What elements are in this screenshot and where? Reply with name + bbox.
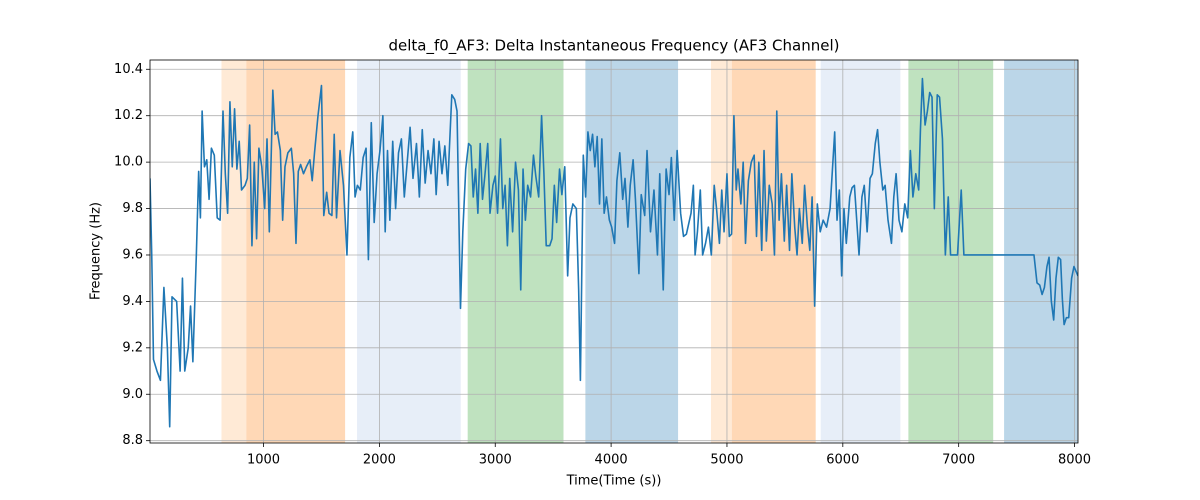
y-tick-label: 10.2 <box>114 108 143 123</box>
chart-title: delta_f0_AF3: Delta Instantaneous Freque… <box>388 37 839 56</box>
shaded-span <box>1004 60 1078 443</box>
x-tick-label: 8000 <box>1058 453 1091 468</box>
x-tick-label: 2000 <box>363 453 396 468</box>
shaded-span <box>820 60 901 443</box>
y-tick-label: 9.6 <box>122 247 143 262</box>
shaded-span <box>710 60 732 443</box>
x-tick-label: 5000 <box>710 453 743 468</box>
plot-frame <box>149 59 1079 444</box>
y-tick-label: 9.8 <box>122 201 143 216</box>
shaded-span <box>246 60 346 443</box>
y-tick-label: 8.8 <box>122 433 143 448</box>
shaded-span <box>357 60 461 443</box>
x-axis-label: Time(Time (s)) <box>566 474 662 489</box>
y-tick-label: 10.0 <box>114 155 143 170</box>
y-tick-label: 9.4 <box>122 294 143 309</box>
y-tick-label: 10.4 <box>114 62 143 77</box>
y-tick-label: 9.0 <box>122 387 143 402</box>
x-tick-label: 1000 <box>247 453 280 468</box>
x-tick-label: 6000 <box>826 453 859 468</box>
x-tick-label: 4000 <box>595 453 628 468</box>
shaded-span <box>467 60 564 443</box>
x-tick-label: 3000 <box>479 453 512 468</box>
data-line <box>150 77 1078 428</box>
y-tick-label: 9.2 <box>122 340 143 355</box>
x-tick-label: 7000 <box>942 453 975 468</box>
y-axis-label: Frequency (Hz) <box>89 202 104 300</box>
